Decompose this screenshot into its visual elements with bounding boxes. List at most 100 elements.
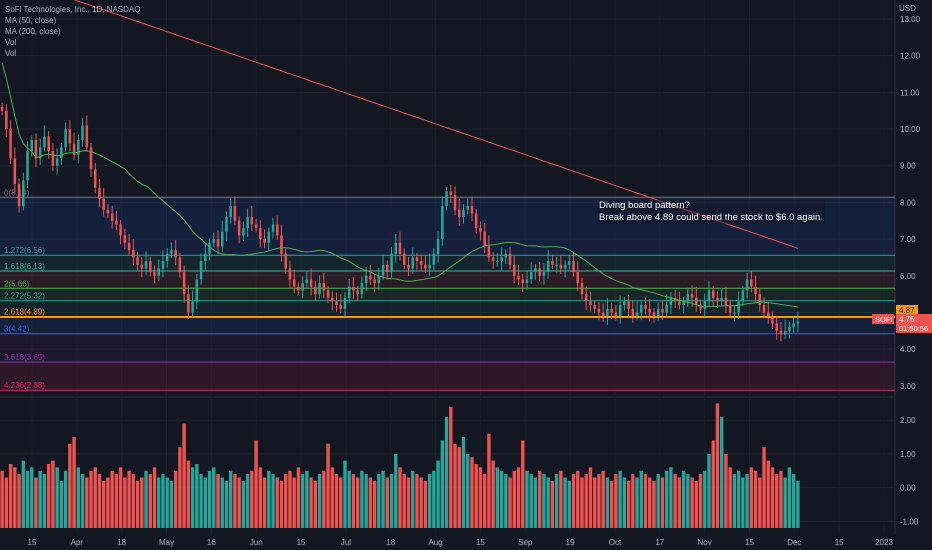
volume-bar (639, 470, 643, 528)
volume-bar (157, 477, 161, 528)
volume-bar (267, 470, 271, 528)
symbol-title[interactable]: SoFi Technologies, Inc., 1D, NASDAQ (5, 5, 141, 14)
volume-bar (118, 467, 123, 528)
candle-body (623, 301, 626, 306)
volume-bar (144, 470, 148, 528)
volume-bar (529, 474, 533, 528)
candle-body (678, 301, 681, 306)
volume-bar (427, 474, 432, 528)
time-tick-label: Oct (609, 538, 622, 547)
volume-bar (59, 480, 64, 528)
fib-level-label: 3(4.42) (4, 325, 30, 334)
volume-bar (664, 470, 669, 528)
volume-bar (372, 480, 377, 528)
candle-body (656, 308, 660, 317)
volume-bar (279, 480, 284, 528)
candle-body (788, 327, 791, 331)
candle-body (246, 217, 249, 229)
volume-bar (741, 477, 745, 528)
candle-body (34, 140, 38, 159)
volume-bar (68, 443, 72, 528)
volume-bar (55, 467, 59, 528)
price-tick-label: 11.00 (900, 88, 920, 97)
countdown-text: 01:50:56 (899, 324, 928, 333)
volume-tick-label: 1.00 (900, 450, 916, 459)
candle-body (699, 305, 702, 309)
legend-volume-2[interactable]: Vol (5, 49, 17, 58)
candle-body (796, 321, 800, 324)
volume-bar (288, 470, 292, 528)
fib-zone (0, 333, 895, 362)
candle-body (584, 294, 588, 302)
fib-level-label: 0(8.14) (4, 188, 30, 197)
volume-bar (720, 416, 724, 528)
candle-body (631, 308, 635, 317)
volume-bar (677, 477, 682, 528)
volume-bar (499, 470, 504, 528)
volume-bar (296, 467, 301, 528)
price-tick-label: 10.00 (900, 125, 921, 134)
candle-body (496, 261, 499, 263)
legend-volume-1[interactable]: Vol (5, 38, 17, 47)
candle-body (72, 143, 76, 155)
candle-body (208, 242, 211, 254)
volume-bar (770, 467, 775, 528)
candle-body (309, 279, 313, 287)
candle-body (580, 283, 584, 295)
volume-bar (643, 474, 648, 528)
volume-bar (216, 474, 220, 528)
candle-body (318, 283, 321, 295)
candle-body (288, 268, 292, 280)
volume-bar (161, 474, 165, 528)
volume-bar (546, 477, 550, 528)
time-axis[interactable]: 15 Apr 18 May 16 Jun 15 Jul 18 Aug 15 Sep 19 Oct 17 Nov… (28, 538, 894, 547)
volume-bar (30, 467, 34, 528)
candle-body (373, 279, 376, 284)
volume-bar (25, 470, 30, 528)
legend-ma50[interactable]: MA (50, close) (5, 16, 57, 25)
candle-body (589, 301, 592, 306)
volume-bar (152, 467, 157, 528)
volume-bar (622, 477, 627, 528)
fib-zone (0, 361, 895, 391)
candle-body (55, 158, 59, 166)
price-axis[interactable]: 13.0012.0011.0010.009.008.007.006.005.00… (900, 15, 921, 526)
volume-bar (322, 470, 326, 528)
candle-body (555, 264, 558, 266)
volume-bar (554, 474, 559, 528)
candle-body (419, 261, 423, 265)
volume-bar (364, 474, 368, 528)
ticker-badge (872, 314, 894, 324)
candle-body (682, 301, 685, 306)
candle-body (267, 231, 271, 243)
chart-annotation[interactable]: Diving board pattern? Break above 4.89 c… (597, 200, 825, 224)
ticker-badge-text: SOFI (875, 315, 893, 324)
volume-bar (254, 440, 258, 528)
legend-ma200[interactable]: MA (200, close) (5, 27, 61, 36)
candle-body (766, 312, 770, 317)
volume-bar (89, 470, 93, 528)
volume-bar (482, 474, 487, 528)
volume-bar (110, 470, 114, 528)
volume-bar (749, 467, 754, 528)
candle-body (644, 305, 647, 309)
volume-bar (796, 480, 800, 528)
candle-body (462, 209, 465, 218)
time-tick-label: 18 (117, 538, 126, 547)
volume-bar (690, 477, 694, 528)
fib-level-label: 2.618(4.89) (4, 307, 45, 316)
candle-body (136, 257, 139, 265)
candle-body (525, 279, 529, 284)
volume-bar (584, 474, 588, 528)
candle-body (640, 305, 643, 313)
volume-bar (542, 474, 546, 528)
time-tick-label: 15 (745, 538, 754, 547)
volume-bar (398, 467, 402, 528)
volume-bar (444, 416, 449, 528)
volume-bar (563, 477, 567, 528)
volume-bar (601, 470, 605, 528)
volume-tick-label: 2.00 (900, 416, 916, 425)
volume-bar (72, 437, 76, 528)
candle-body (665, 305, 668, 313)
